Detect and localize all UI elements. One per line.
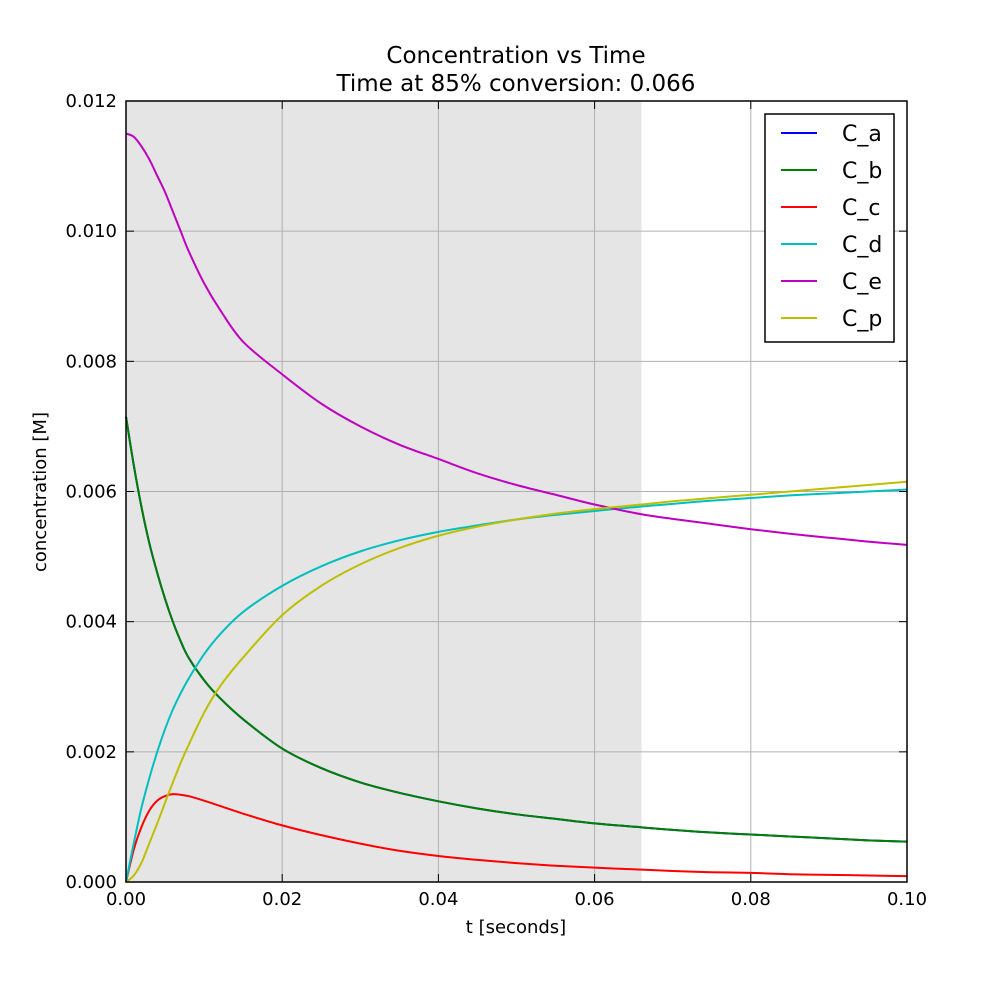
x-tick-label: 0.02: [262, 889, 302, 910]
x-tick-label: 0.10: [887, 889, 927, 910]
y-axis-label: concentration [M]: [30, 412, 51, 572]
y-tick-label: 0.002: [65, 742, 117, 763]
y-tick-label: 0.010: [65, 221, 117, 242]
legend-label: C_a: [842, 122, 882, 147]
series-line-c-d: [125, 488, 908, 883]
x-tick-label: 0.04: [418, 889, 458, 910]
legend-label: C_e: [842, 270, 882, 295]
legend: C_a C_b C_c C_d C_e C_p: [764, 113, 895, 343]
legend-label: C_b: [842, 159, 882, 184]
chart-subtitle: Time at 85% conversion: 0.066: [336, 71, 696, 97]
legend-label: C_d: [842, 233, 882, 258]
legend-label: C_c: [842, 196, 880, 221]
x-tick-label: 0.00: [106, 889, 146, 910]
legend-label: C_p: [842, 307, 882, 332]
y-tick-label: 0.012: [65, 91, 117, 112]
y-tick-label: 0.004: [65, 612, 117, 633]
series-line-c-e: [125, 132, 908, 546]
series-line-c-c: [125, 793, 908, 883]
series-line-c-b: [125, 416, 908, 843]
x-axis-label: t [seconds]: [466, 917, 566, 938]
y-tick-label: 0.006: [65, 482, 117, 503]
axis-ticks: 0.00 0.02 0.04 0.06 0.08 0.10 0.000 0.002 0.004 0…: [65, 91, 927, 910]
legend-box: [764, 113, 895, 343]
y-tick-label: 0.000: [65, 872, 117, 893]
x-tick-label: 0.08: [731, 889, 771, 910]
y-tick-label: 0.008: [65, 351, 117, 372]
series-lines: [125, 132, 908, 883]
chart-title: Concentration vs Time: [386, 43, 645, 69]
series-line-c-p: [125, 480, 908, 883]
x-tick-label: 0.06: [575, 889, 615, 910]
